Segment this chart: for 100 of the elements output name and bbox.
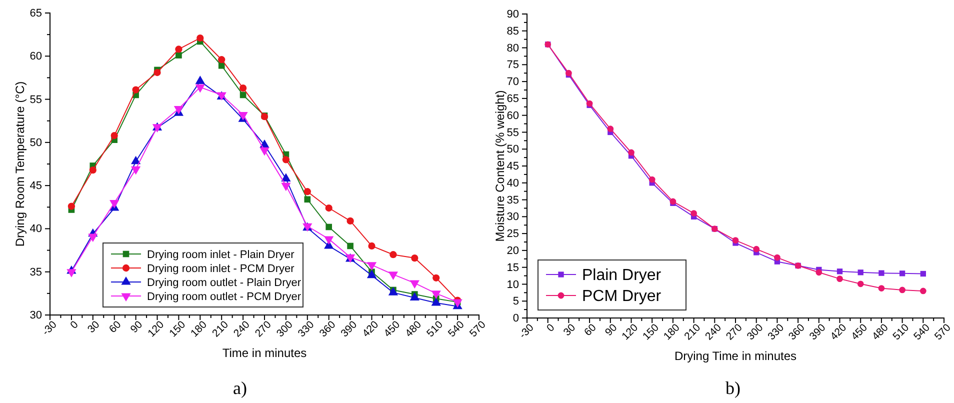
y-tick-label: 55 [30, 94, 42, 106]
y-tick-label: 50 [30, 136, 42, 149]
x-tick-label: 180 [188, 318, 210, 340]
point [878, 270, 884, 276]
point [260, 147, 270, 156]
x-tick-label: 570 [467, 318, 488, 340]
x-tick-label: 120 [620, 322, 641, 343]
point [89, 166, 96, 174]
x-tick-label: 270 [724, 322, 745, 343]
x-tick-label: 210 [682, 322, 704, 343]
x-tick-label: 510 [424, 318, 446, 340]
point [431, 297, 441, 306]
point [899, 286, 906, 294]
legend-label: PCM Dryer [582, 288, 662, 306]
point [628, 149, 634, 156]
y-tick-label: 45 [506, 160, 519, 173]
point [218, 62, 225, 69]
x-tick-label: 60 [106, 318, 124, 336]
y-tick-label: 65 [30, 8, 42, 20]
point [176, 52, 182, 58]
point [836, 276, 843, 282]
point [774, 254, 780, 261]
point [899, 270, 906, 276]
x-tick-label: 540 [912, 322, 933, 343]
point [816, 269, 822, 276]
y-axis-title: Drying Room Temperature (°C) [13, 81, 28, 247]
point [196, 34, 204, 42]
x-tick-label: 0 [544, 322, 558, 334]
y-tick-label: 50 [506, 144, 519, 156]
point [195, 84, 205, 93]
y-tick-label: 70 [506, 76, 519, 88]
y-tick-label: 60 [506, 110, 519, 122]
point [368, 242, 376, 250]
x-tick-label: 300 [744, 322, 766, 343]
x-tick-label: 390 [338, 318, 360, 340]
x-tick-label: 30 [85, 318, 102, 336]
x-tick-label: 180 [661, 322, 682, 343]
y-tick-label: 90 [506, 8, 519, 21]
x-tick-label: 90 [602, 322, 620, 338]
point [326, 224, 332, 230]
point [836, 268, 843, 274]
y-tick-label: 30 [506, 211, 519, 224]
x-tick-label: 420 [828, 322, 850, 343]
x-tick-label: 450 [848, 322, 870, 343]
point [282, 156, 290, 164]
x-tick-label: 210 [210, 318, 231, 340]
y-tick-label: 35 [30, 266, 42, 278]
y-tick-label: 40 [30, 223, 42, 236]
point [920, 288, 926, 294]
point [753, 246, 760, 252]
point [648, 176, 656, 183]
point [346, 217, 354, 225]
point [857, 280, 864, 288]
y-tick-label: 55 [506, 126, 519, 139]
legend-label: Plain Dryer [582, 267, 662, 284]
y-tick-label: 30 [30, 310, 42, 322]
point [130, 156, 141, 164]
y-tick-label: 25 [506, 228, 519, 240]
point [175, 46, 182, 53]
y-tick-label: 20 [506, 244, 519, 257]
y-tick-label: 60 [30, 50, 42, 63]
x-tick-label: 240 [231, 318, 252, 340]
y-tick-label: 65 [506, 92, 519, 105]
x-tick-label: 0 [68, 318, 81, 332]
point [132, 86, 140, 94]
point [218, 56, 226, 64]
legend-label: Drying room outlet - Plain Dryer [147, 276, 302, 289]
y-tick-label: 5 [512, 296, 519, 308]
point [347, 242, 354, 250]
y-axis-title: Moisture Content (% weight) [493, 90, 508, 242]
x-tick-label: 240 [703, 322, 724, 343]
x-axis-title: Time in minutes [222, 346, 307, 360]
x-tick-label: 150 [640, 322, 662, 343]
point [390, 251, 397, 258]
x-tick-label: 330 [296, 318, 317, 340]
x-axis-title: Drying Time in minutes [674, 349, 797, 363]
point [432, 274, 440, 282]
point [920, 270, 926, 277]
y-tick-label: 35 [506, 194, 519, 206]
y-tick-label: 75 [506, 59, 519, 72]
point [411, 254, 418, 262]
y-tick-label: 10 [506, 278, 519, 291]
x-tick-label: 390 [807, 322, 828, 343]
x-tick-label: 360 [786, 322, 808, 343]
legend-label: Drying room inlet - Plain Dryer [147, 248, 295, 261]
legend-label: Drying room outlet - PCM Dryer [147, 290, 302, 303]
x-tick-label: 150 [167, 318, 188, 340]
x-tick-label: 300 [274, 318, 296, 340]
point [281, 173, 291, 182]
point [110, 132, 118, 140]
x-tick-label: 120 [146, 318, 167, 340]
point [410, 292, 420, 301]
y-tick-label: 80 [506, 42, 519, 54]
text: b) [726, 378, 740, 398]
legend-label: Drying room inlet - PCM Dryer [147, 262, 295, 275]
x-tick-label: 420 [360, 318, 382, 340]
point [878, 285, 885, 292]
x-tick-label: 330 [766, 322, 787, 343]
text: a) [233, 378, 247, 398]
x-tick-label: 30 [561, 322, 578, 338]
